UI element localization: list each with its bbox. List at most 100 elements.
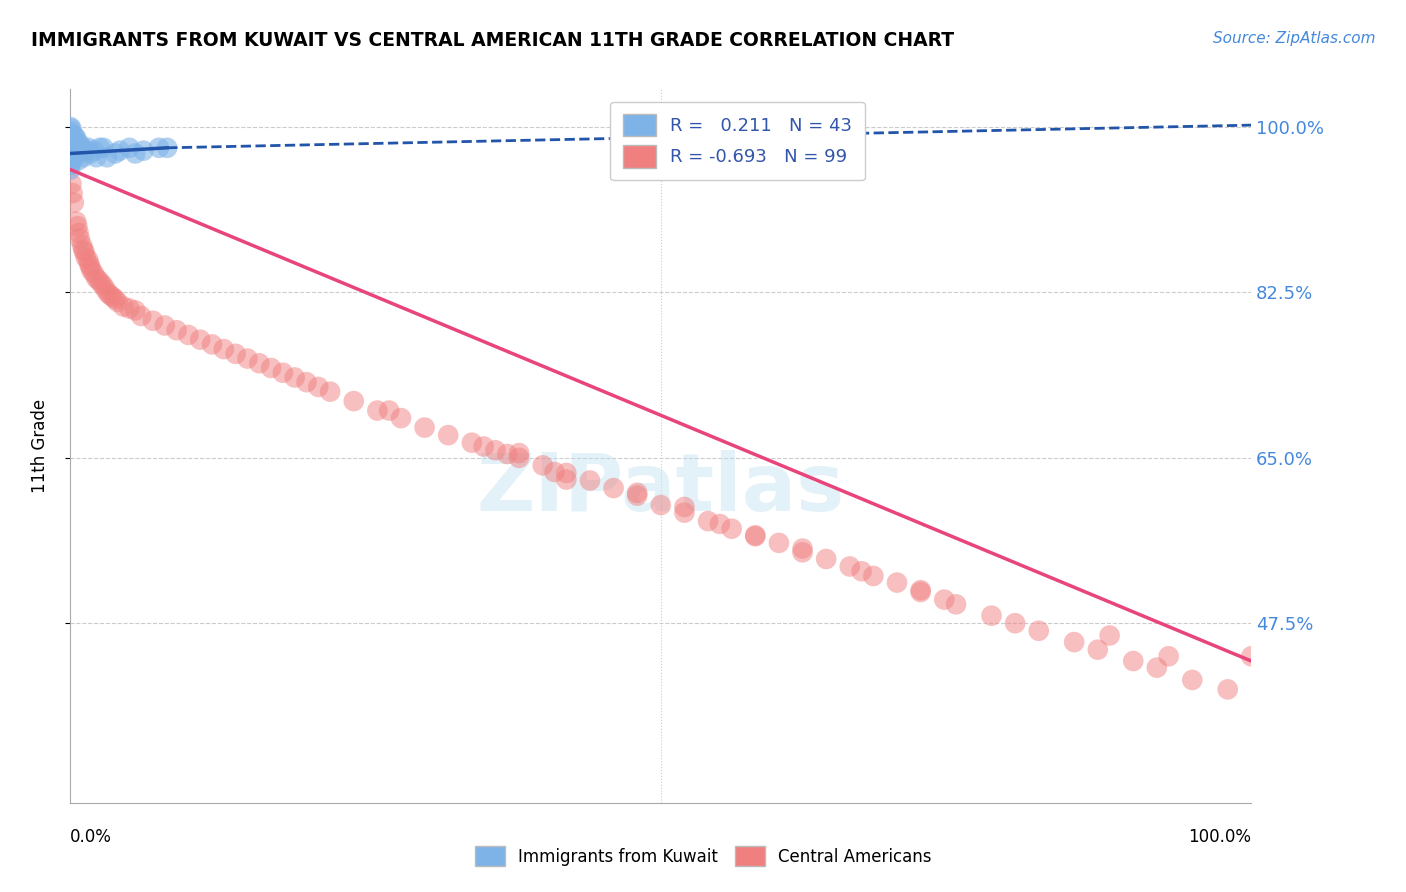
Point	[744, 529, 766, 543]
Point	[720, 522, 742, 536]
Point	[1181, 673, 1204, 687]
Point	[63, 129, 86, 144]
Point	[531, 458, 554, 473]
Point	[59, 144, 82, 158]
Point	[70, 238, 93, 252]
Point	[1122, 654, 1144, 668]
Point	[910, 583, 932, 598]
Point	[96, 150, 118, 164]
Point	[65, 214, 87, 228]
Point	[366, 403, 388, 417]
Point	[1004, 616, 1026, 631]
Point	[59, 134, 82, 148]
Point	[63, 150, 86, 164]
Point	[62, 186, 84, 201]
Point	[59, 153, 82, 167]
Legend: Immigrants from Kuwait, Central Americans: Immigrants from Kuwait, Central American…	[468, 839, 938, 873]
Point	[84, 271, 107, 285]
Point	[107, 294, 129, 309]
Point	[815, 552, 838, 566]
Point	[118, 301, 141, 316]
Point	[129, 309, 152, 323]
Point	[1098, 628, 1121, 642]
Point	[1087, 642, 1109, 657]
Point	[65, 146, 87, 161]
Point	[1157, 649, 1180, 664]
Point	[94, 283, 117, 297]
Text: 0.0%: 0.0%	[70, 828, 112, 846]
Point	[650, 498, 672, 512]
Point	[472, 440, 495, 454]
Point	[1063, 635, 1085, 649]
Point	[77, 257, 100, 271]
Point	[496, 447, 519, 461]
Point	[148, 141, 170, 155]
Point	[59, 120, 82, 134]
Text: Source: ZipAtlas.com: Source: ZipAtlas.com	[1212, 31, 1375, 46]
Point	[104, 146, 127, 161]
Point	[77, 141, 100, 155]
Point	[63, 134, 86, 148]
Point	[60, 131, 83, 145]
Point	[142, 314, 165, 328]
Point	[67, 226, 90, 240]
Point	[101, 290, 124, 304]
Point	[508, 446, 530, 460]
Point	[697, 514, 720, 528]
Point	[508, 450, 530, 465]
Point	[271, 366, 294, 380]
Point	[934, 592, 956, 607]
Point	[118, 141, 141, 155]
Point	[60, 122, 83, 136]
Point	[945, 597, 967, 611]
Point	[188, 333, 211, 347]
Point	[555, 466, 578, 480]
Point	[59, 158, 82, 172]
Point	[72, 243, 94, 257]
Point	[89, 141, 111, 155]
Text: ZIPatlas: ZIPatlas	[477, 450, 845, 528]
Point	[319, 384, 342, 399]
Point	[112, 300, 135, 314]
Point	[75, 251, 97, 265]
Point	[225, 347, 247, 361]
Point	[67, 141, 90, 155]
Point	[247, 356, 270, 370]
Point	[768, 536, 790, 550]
Point	[69, 136, 91, 151]
Point	[851, 564, 873, 578]
Point	[77, 252, 100, 267]
Point	[60, 177, 83, 191]
Point	[60, 144, 83, 158]
Point	[69, 231, 91, 245]
Point	[59, 158, 82, 172]
Point	[73, 244, 96, 259]
Point	[543, 465, 565, 479]
Point	[236, 351, 259, 366]
Point	[93, 141, 115, 155]
Point	[307, 380, 329, 394]
Point	[70, 141, 93, 155]
Point	[108, 144, 131, 158]
Point	[555, 473, 578, 487]
Legend: R =   0.211   N = 43, R = -0.693   N = 99: R = 0.211 N = 43, R = -0.693 N = 99	[610, 102, 865, 180]
Point	[838, 559, 860, 574]
Point	[212, 342, 235, 356]
Point	[602, 481, 624, 495]
Point	[709, 516, 731, 531]
Point	[59, 129, 82, 144]
Point	[484, 443, 506, 458]
Point	[886, 575, 908, 590]
Point	[389, 411, 412, 425]
Point	[83, 267, 105, 281]
Point	[97, 286, 120, 301]
Point	[579, 474, 602, 488]
Point	[980, 608, 1002, 623]
Point	[66, 136, 89, 151]
Point	[67, 153, 90, 167]
Point	[1240, 649, 1263, 664]
Point	[295, 375, 318, 389]
Point	[63, 195, 86, 210]
Point	[201, 337, 224, 351]
Point	[166, 323, 188, 337]
